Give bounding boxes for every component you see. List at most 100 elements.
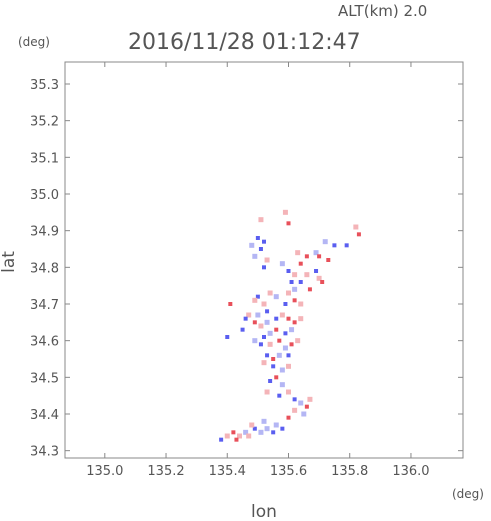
data-point [289, 327, 295, 333]
data-point [231, 430, 236, 435]
data-point [280, 426, 285, 431]
timestamp-title: 2016/11/28 01:12:47 [128, 30, 361, 55]
data-point [258, 342, 263, 347]
x-tick-label: 135.6 [270, 464, 307, 479]
y-tick-label: 35.1 [30, 151, 59, 166]
data-point [255, 312, 261, 318]
data-point [261, 301, 267, 307]
x-tick-label: 135.8 [331, 464, 368, 479]
data-point [249, 422, 255, 428]
data-point [249, 242, 255, 248]
data-point [274, 375, 279, 380]
data-point [274, 327, 279, 332]
data-point [234, 437, 239, 442]
data-point [295, 250, 301, 256]
data-point [292, 407, 298, 413]
data-point [262, 265, 266, 270]
data-point [267, 330, 273, 336]
data-point [243, 429, 249, 435]
data-point [264, 389, 270, 395]
data-point [262, 335, 266, 339]
data-point [285, 389, 291, 395]
data-point [344, 243, 349, 248]
y-tick-label: 34.6 [30, 335, 59, 350]
data-point [252, 297, 258, 303]
data-point [271, 430, 276, 435]
data-point [332, 243, 337, 248]
y-tick-label: 34.3 [30, 445, 59, 460]
data-point [292, 320, 297, 325]
data-point [262, 239, 266, 244]
data-point [307, 396, 313, 402]
data-point [285, 363, 291, 369]
data-point [292, 397, 297, 402]
data-point [258, 217, 264, 223]
x-unit-label: (deg) [452, 487, 484, 501]
data-point [271, 364, 276, 369]
data-point [320, 280, 325, 284]
data-point [286, 415, 291, 420]
data-point [261, 360, 267, 366]
axis-ticks: 135.0 135.2 135.4 135.6 135.8 136.0 34.3 34.4 34… [30, 62, 463, 479]
data-point [255, 236, 260, 240]
data-point [304, 254, 309, 259]
data-point [255, 294, 260, 299]
data-point [285, 290, 291, 296]
data-point [356, 232, 361, 237]
data-point [246, 312, 252, 318]
data-point [313, 250, 319, 256]
data-point [292, 272, 298, 278]
data-point [271, 357, 276, 361]
data-point [273, 294, 279, 300]
data-point [225, 335, 230, 339]
data-point [301, 411, 307, 417]
data-point [224, 433, 230, 439]
data-point [279, 382, 285, 388]
y-tick-label: 34.7 [30, 298, 59, 313]
data-point [298, 316, 304, 322]
data-point [240, 327, 245, 332]
data-point [298, 280, 303, 284]
y-tick-label: 34.4 [30, 408, 59, 423]
data-point [265, 353, 270, 358]
data-point [295, 338, 301, 344]
data-point [243, 316, 248, 321]
data-point [316, 275, 322, 281]
data-point [282, 345, 288, 351]
data-point [283, 331, 288, 336]
y-tick-label: 35.2 [30, 115, 59, 130]
x-axis-label: lon [251, 502, 277, 521]
y-tick-label: 35.3 [30, 78, 59, 93]
data-point [286, 221, 291, 226]
data-point [219, 437, 224, 442]
data-point [286, 269, 291, 273]
data-point [277, 393, 282, 398]
data-point [292, 286, 298, 292]
data-point [273, 422, 279, 428]
data-point [258, 247, 263, 251]
x-tick-label: 135.0 [86, 464, 123, 479]
data-point [279, 367, 285, 373]
data-point [282, 209, 288, 215]
data-point [252, 253, 258, 259]
data-point [258, 429, 264, 435]
data-point [258, 323, 264, 329]
y-tick-label: 34.8 [30, 261, 59, 276]
data-point [286, 316, 291, 321]
data-point [317, 254, 322, 259]
data-point [277, 338, 282, 343]
data-point [252, 338, 258, 344]
data-point [264, 257, 270, 263]
data-point [353, 224, 359, 230]
data-point [264, 319, 270, 325]
data-point [261, 418, 267, 424]
y-tick-label: 35.0 [30, 188, 59, 203]
data-point [237, 433, 243, 439]
plot-frame [64, 61, 464, 459]
data-points [219, 209, 361, 442]
data-point [268, 379, 273, 383]
data-point [298, 261, 303, 266]
data-point [267, 341, 273, 347]
y-tick-label: 34.9 [30, 225, 59, 240]
data-point [298, 400, 304, 406]
